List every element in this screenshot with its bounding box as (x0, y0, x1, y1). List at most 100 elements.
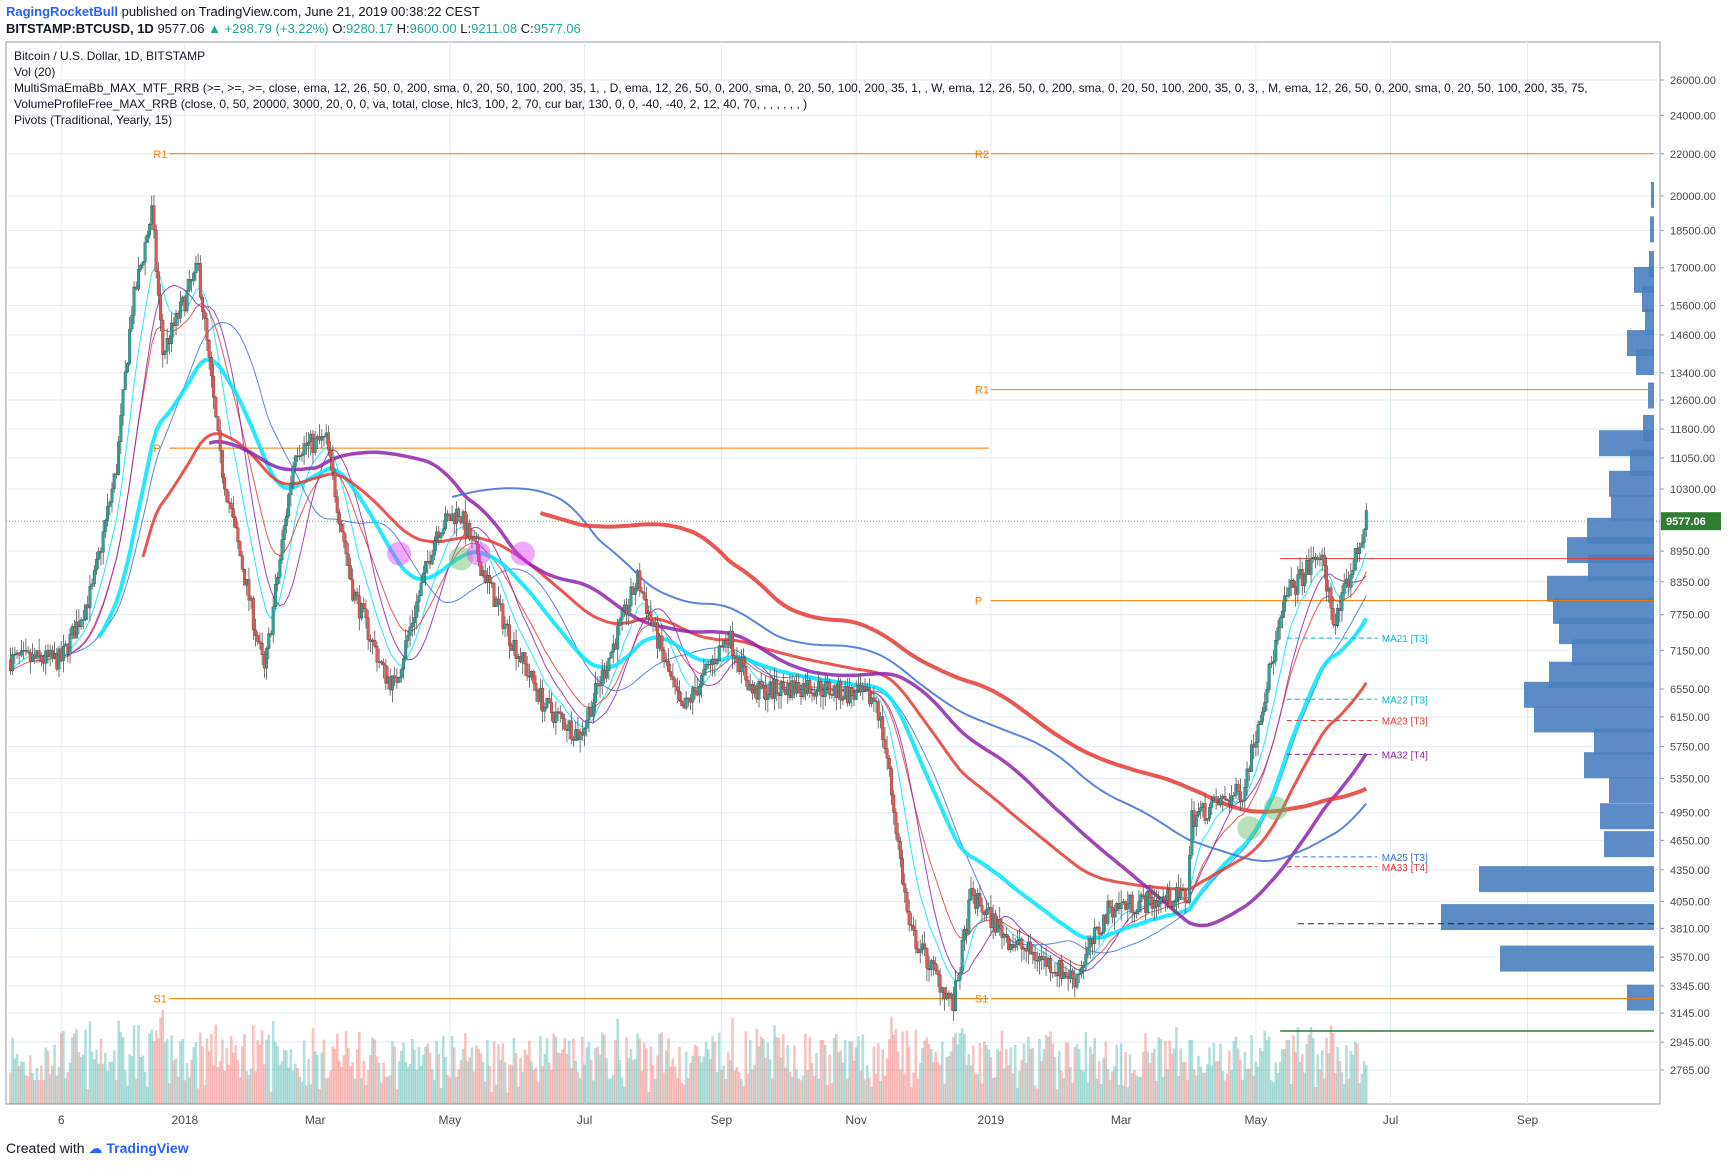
volume-bar (680, 1082, 684, 1104)
volume-bar (1049, 1031, 1052, 1104)
candle (503, 623, 507, 629)
candle (558, 711, 562, 715)
volume-bar (574, 1060, 578, 1104)
volume-bar (852, 1060, 856, 1104)
volume-bar (110, 1061, 114, 1104)
candle (13, 653, 17, 656)
volume-bar (793, 1045, 796, 1104)
volume-bar (1327, 1053, 1331, 1104)
volume-bar (86, 1089, 90, 1104)
candle (81, 619, 85, 621)
candle (1272, 661, 1276, 664)
candle (20, 650, 23, 656)
candle (1358, 547, 1362, 554)
volume-bar (37, 1080, 41, 1104)
y-tick-label: 20000.00 (1670, 191, 1716, 203)
ma-label: MA33 [T4] (1382, 863, 1428, 874)
volume-bar (1113, 1066, 1116, 1104)
high-value: 9600.00 (409, 21, 457, 36)
candle (212, 375, 216, 398)
volume-bar (1071, 1082, 1074, 1104)
candle (923, 943, 927, 949)
candle (675, 686, 679, 692)
candle (704, 663, 708, 670)
volume-bar (194, 1042, 198, 1104)
volume-bar (751, 1069, 754, 1104)
candle (1130, 894, 1134, 913)
volume-bar (1177, 1076, 1180, 1104)
volume-bar (448, 1077, 452, 1104)
volume-bar (1122, 1085, 1125, 1104)
candle (130, 314, 134, 330)
volume-bar (461, 1048, 465, 1104)
volume-bar (1007, 1064, 1010, 1104)
volume-bar (1058, 1051, 1061, 1104)
volume-bar (132, 1025, 136, 1104)
candle (508, 624, 511, 646)
volume-bar (717, 1032, 721, 1104)
volume-bar (1334, 1073, 1337, 1104)
volume-bar (176, 1076, 180, 1104)
volume-bar (386, 1076, 390, 1104)
candle (141, 261, 145, 266)
volume-bar (678, 1046, 681, 1104)
price-chart[interactable]: R1 P S1 R2 R1 P S1 MA21 [T3] MA22 [T3] MA23 [T3]… (0, 40, 1732, 1134)
volume-bar (1115, 1044, 1119, 1104)
volume-bar (773, 1025, 776, 1104)
candle (956, 980, 960, 982)
volume-bar (333, 1048, 337, 1104)
candle (1172, 901, 1176, 908)
volume-bar (1181, 1061, 1185, 1104)
candle (267, 633, 271, 649)
candle (145, 234, 149, 243)
volume-bar (31, 1072, 34, 1104)
volume-bar (1194, 1075, 1198, 1104)
volume-bar (870, 1086, 873, 1104)
volume-bar (68, 1062, 72, 1104)
volume-bar (682, 1084, 686, 1104)
candle (1245, 768, 1249, 788)
candle (724, 640, 728, 644)
volume-bar (576, 1071, 580, 1104)
volume-bar (1263, 1030, 1267, 1104)
volume-bar (1075, 1044, 1079, 1104)
volume-bar (1018, 1070, 1021, 1104)
candle (618, 619, 622, 626)
candle (890, 768, 893, 796)
volume-bar (669, 1066, 672, 1104)
volume-bar (205, 1038, 209, 1104)
volume-bar (808, 1037, 812, 1104)
volume-bar (700, 1062, 703, 1104)
candle (408, 626, 412, 636)
volume-bar (702, 1056, 706, 1104)
volume-bar (1292, 1035, 1295, 1104)
candle (373, 639, 377, 647)
volume-bar (565, 1053, 569, 1104)
y-tick-label: 6550.00 (1670, 684, 1710, 696)
volume-bar (905, 1030, 909, 1104)
tradingview-brand[interactable]: TradingView (106, 1140, 189, 1156)
author-link[interactable]: RagingRocketBull (6, 4, 118, 19)
time-axis[interactable]: 6 2018 Mar May Jul Sep Nov 2019 Mar May Jul Sep (58, 1113, 1539, 1127)
volume-bar (1219, 1043, 1222, 1104)
candle (179, 301, 182, 319)
symbol-name[interactable]: BITSTAMP:BTCUSD, 1D (6, 21, 154, 36)
y-tick-label: 11050.00 (1670, 453, 1715, 465)
volume-bar (737, 1071, 741, 1104)
x-tick-label: May (439, 1113, 462, 1127)
volume-profile-bar (1636, 349, 1654, 376)
candle (282, 525, 286, 540)
volume-bar (1225, 1073, 1229, 1104)
candle (232, 508, 235, 518)
volume-bar (994, 1077, 997, 1104)
candle (238, 541, 242, 556)
volume-bar (1144, 1033, 1147, 1104)
volume-bar (1289, 1083, 1293, 1104)
volume-bar (428, 1053, 432, 1104)
price-axis[interactable]: 26000.00 24000.00 22000.00 20000.00 18500.00… (1660, 75, 1721, 1077)
moving-averages (10, 265, 1369, 982)
candle (717, 645, 721, 662)
candle (393, 675, 397, 678)
pivot-label: S1 (975, 994, 988, 1006)
volume-bar (649, 1046, 653, 1104)
